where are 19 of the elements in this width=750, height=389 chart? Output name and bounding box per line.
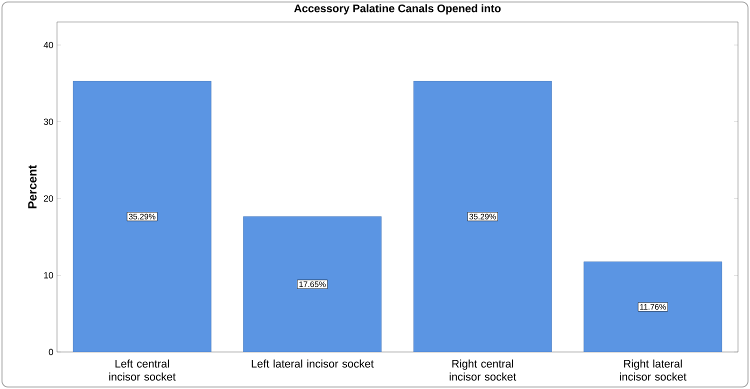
x-tick-label: Left central incisor socket [109, 360, 176, 381]
y-tick-label: 30 [44, 118, 54, 125]
x-tick-label: Left lateral incisor socket [252, 360, 374, 368]
y-axis-title: Percent [28, 165, 37, 208]
bar [243, 216, 382, 352]
bar [584, 262, 722, 352]
x-tick-label: Right central incisor socket [450, 360, 516, 381]
bar [72, 80, 212, 352]
chart-title: Accessory Palatine Canals Opened into [294, 4, 501, 14]
y-tick-label: 20 [44, 195, 54, 202]
x-tick-label: Right lateral incisor socket [620, 360, 686, 381]
data-label: 17.65% [299, 281, 326, 288]
data-label: 35.29% [128, 214, 156, 220]
data-label: 11.76% [640, 304, 666, 310]
y-tick-label: 0 [48, 348, 54, 356]
bar [413, 80, 552, 352]
y-tick-label: 10 [44, 272, 54, 278]
data-label: 35.29% [469, 214, 496, 220]
y-tick-label: 40 [44, 42, 54, 48]
